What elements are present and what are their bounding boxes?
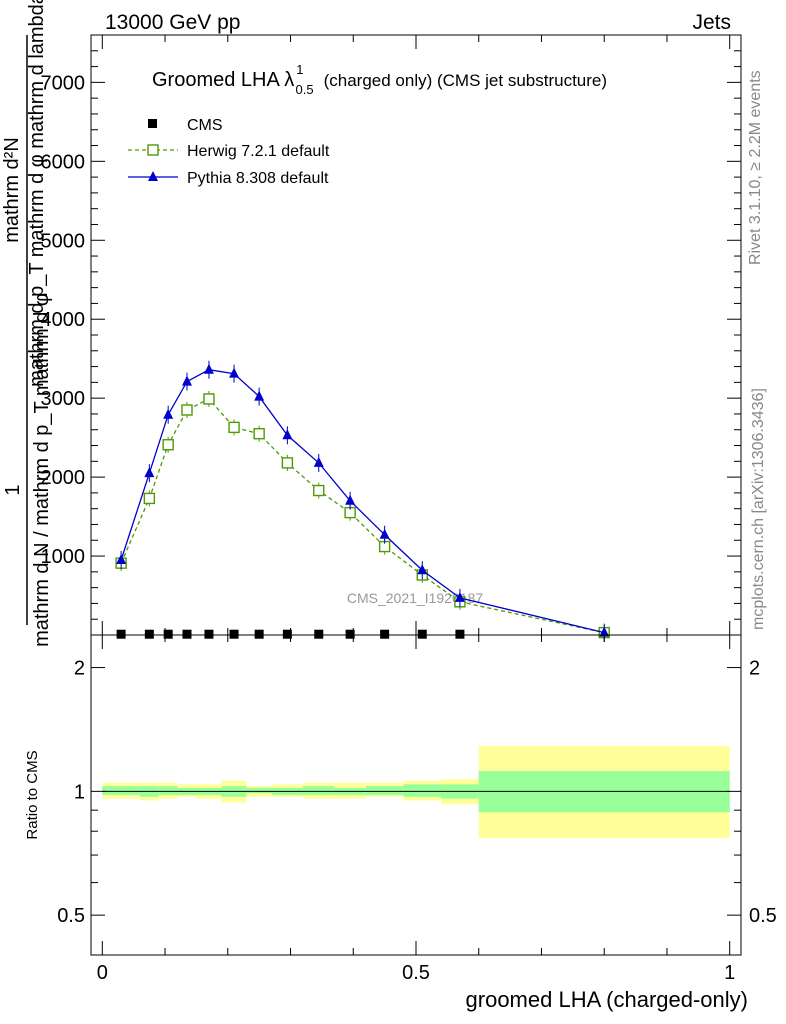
x-axis-label: groomed LHA (charged-only) <box>466 987 748 1012</box>
data-point-cms <box>163 629 173 639</box>
main-ytick-label: 4000 <box>41 309 86 331</box>
data-point-herwig <box>181 404 193 416</box>
ratio-bands-layer <box>102 745 730 839</box>
ratio-ytick-label-left: 2 <box>74 658 85 680</box>
data-point-pythia <box>181 375 192 386</box>
data-point-pythia <box>454 591 465 602</box>
data-point-cms <box>455 629 465 639</box>
data-point-cms <box>345 629 355 639</box>
ratio-inner-band <box>246 787 272 794</box>
data-point-cms <box>182 629 192 639</box>
mcplots-label: mcplots.cern.ch [arXiv:1306.3436] <box>750 388 767 630</box>
ratio-ylabel: Ratio to CMS <box>24 750 41 839</box>
series-cms <box>116 629 465 639</box>
legend-marker-pythia <box>148 171 158 181</box>
data-point-cms <box>314 629 324 639</box>
data-point-pythia <box>599 626 610 637</box>
data-point-cms <box>282 629 292 639</box>
data-point-cms <box>204 629 214 639</box>
main-title-rest: (charged only) (CMS jet substructure) <box>324 71 607 90</box>
rivet-version-label: Rivet 3.1.10, ≥ 2.2M events <box>747 70 764 265</box>
data-point-pythia <box>203 363 214 374</box>
ratio-x-tick-labels: 0 0.5 1 <box>97 962 736 984</box>
ratio-xtick-label: 0 <box>97 962 108 984</box>
data-point-cms <box>144 629 154 639</box>
data-point-cms <box>417 629 427 639</box>
data-point-cms <box>254 629 264 639</box>
main-axis-ticks <box>91 34 741 636</box>
ratio-ytick-label-left: 1 <box>74 781 85 803</box>
main-y-tick-labels: 1000 2000 3000 4000 5000 6000 7000 <box>41 72 86 568</box>
legend-item-herwig: Herwig 7.2.1 default <box>128 143 330 160</box>
legend-marker-herwig <box>147 144 159 156</box>
data-point-cms <box>116 629 126 639</box>
ratio-xtick-label: 0.5 <box>402 962 430 984</box>
ratio-inner-band <box>303 786 335 795</box>
data-point-pythia <box>163 408 174 419</box>
data-point-pythia <box>379 528 390 539</box>
data-point-herwig <box>203 393 215 405</box>
ratio-xtick-label: 1 <box>724 962 735 984</box>
series-pythia <box>116 360 610 642</box>
legend-marker-cms <box>148 119 157 128</box>
main-ylabel-denominator: mathrm d N / mathrm d p_T mathrm d φ <box>31 293 53 647</box>
data-point-pythia <box>282 429 293 440</box>
main-title-main: Groomed LHA λ <box>152 69 294 91</box>
ratio-ytick-label-right: 0.5 <box>749 905 777 927</box>
main-ytick-label: 2000 <box>41 467 86 489</box>
main-ytick-label: 3000 <box>41 388 86 410</box>
legend-item-cms: CMS <box>148 117 223 134</box>
main-ytick-label: 5000 <box>41 230 86 252</box>
data-point-pythia <box>345 494 356 505</box>
main-ylabel-top: mathrm d²N <box>1 137 23 243</box>
series-line <box>120 369 605 634</box>
legend-label-herwig: Herwig 7.2.1 default <box>187 143 330 160</box>
data-point-herwig <box>143 492 156 505</box>
ratio-inner-band <box>403 784 442 797</box>
ratio-inner-band <box>158 786 178 795</box>
main-ylabel-numerator: 1 <box>2 484 24 495</box>
data-point-cms <box>229 629 239 639</box>
series-line <box>120 398 605 634</box>
legend-item-pythia: Pythia 8.308 default <box>128 170 329 187</box>
main-title-sup: 1 <box>296 62 303 77</box>
data-point-pythia <box>144 467 155 478</box>
main-ytick-label: 7000 <box>41 72 86 94</box>
main-series-layer <box>115 360 610 642</box>
ratio-inner-band <box>102 786 140 795</box>
main-title: Groomed LHA λ 1 0.5 (charged only) (CMS jet… <box>152 62 607 97</box>
data-point-herwig <box>162 439 174 451</box>
main-ytick-label: 1000 <box>41 546 86 568</box>
data-point-cms <box>380 629 390 639</box>
legend: CMS Herwig 7.2.1 default Pythia 8.308 de… <box>128 117 330 187</box>
ratio-y-tick-labels: 0.5 1 2 0.5 2 <box>57 658 777 928</box>
header-left: 13000 GeV pp <box>105 11 240 34</box>
data-point-herwig <box>253 427 265 440</box>
header-right: Jets <box>692 11 731 34</box>
data-point-pythia <box>116 554 127 564</box>
main-ylabel-top2: mathrm d p_T mathrm d φ mathrm d lambda <box>26 0 48 387</box>
data-point-pythia <box>313 456 324 467</box>
ratio-inner-band <box>365 786 404 795</box>
data-point-herwig <box>313 484 325 497</box>
data-point-pythia <box>417 564 428 575</box>
ratio-ytick-label-right: 2 <box>749 658 760 680</box>
data-point-pythia <box>229 367 240 378</box>
data-point-herwig <box>228 421 240 434</box>
legend-label-cms: CMS <box>187 117 223 134</box>
ratio-axis-ticks <box>91 635 741 955</box>
main-ytick-label: 6000 <box>41 151 86 173</box>
main-title-sub: 0.5 <box>296 82 314 97</box>
ratio-ytick-label-left: 0.5 <box>57 905 85 927</box>
data-point-herwig <box>281 457 294 469</box>
data-point-pythia <box>254 390 265 401</box>
legend-label-pythia: Pythia 8.308 default <box>187 170 329 187</box>
